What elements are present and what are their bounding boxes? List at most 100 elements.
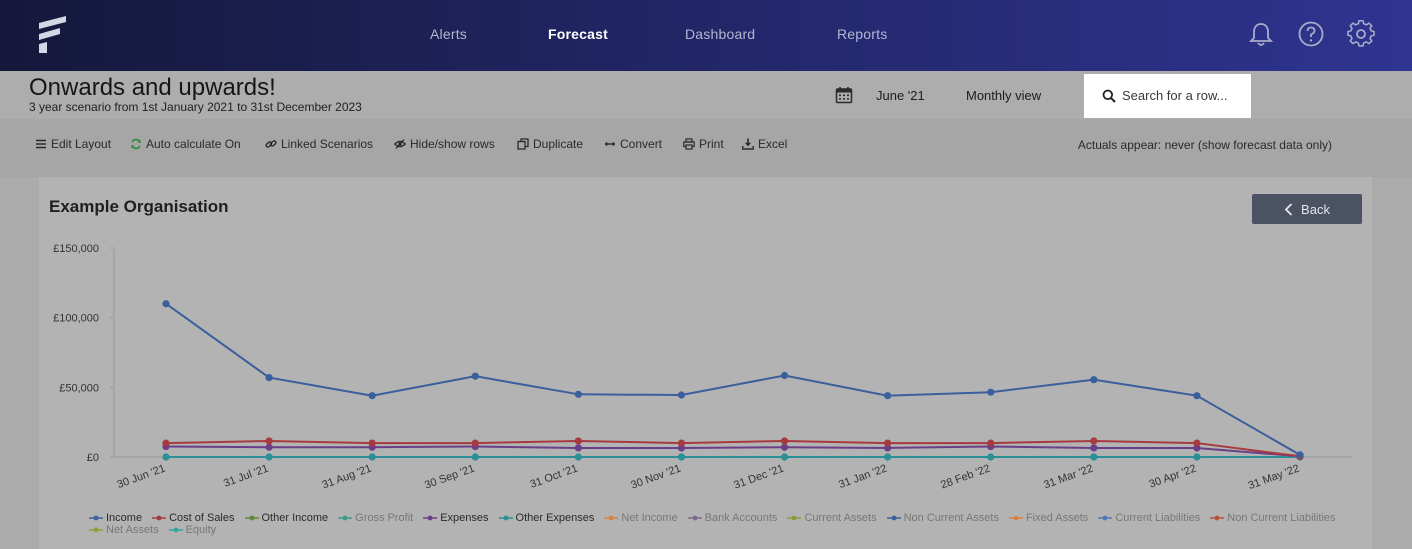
copy-icon bbox=[517, 138, 529, 150]
nav-reports[interactable]: Reports bbox=[837, 26, 888, 42]
other-expenses-point[interactable] bbox=[780, 453, 789, 461]
cost-of-sales-point[interactable] bbox=[884, 439, 892, 447]
x-tick-label: 30 Nov '21 bbox=[629, 463, 682, 492]
legend-swatch-icon bbox=[498, 515, 513, 521]
hide-show-rows-button[interactable]: Hide/show rows bbox=[394, 137, 495, 151]
other-expenses-point[interactable] bbox=[574, 453, 582, 461]
legend-item-other-income[interactable]: Other Income bbox=[244, 512, 329, 524]
x-tick-label: 31 Dec '21 bbox=[732, 463, 785, 492]
cost-of-sales-point[interactable] bbox=[368, 439, 376, 447]
cost-of-sales-point[interactable] bbox=[1193, 439, 1201, 447]
legend-label: Non Current Liabilities bbox=[1227, 512, 1336, 524]
legend-item-fixed-assets[interactable]: Fixed Assets bbox=[1008, 512, 1089, 524]
back-button[interactable]: Back bbox=[1252, 194, 1362, 224]
legend-item-expenses[interactable]: Expenses bbox=[423, 512, 489, 524]
legend-label: Expenses bbox=[440, 512, 489, 524]
legend-swatch-icon bbox=[1210, 515, 1225, 521]
legend-item-other-expenses[interactable]: Other Expenses bbox=[498, 512, 595, 524]
legend-swatch-icon bbox=[687, 515, 702, 521]
chart-panel: Example Organisation Back £0 £50,000 £100,… bbox=[39, 177, 1372, 549]
print-button[interactable]: Print bbox=[683, 137, 724, 151]
income-point[interactable] bbox=[574, 390, 582, 398]
scenario-subtitle: 3 year scenario from 1st January 2021 to… bbox=[29, 100, 362, 114]
income-point[interactable] bbox=[471, 372, 479, 380]
cost-of-sales-point[interactable] bbox=[471, 439, 479, 447]
income-point[interactable] bbox=[1296, 451, 1304, 459]
cost-of-sales-point[interactable] bbox=[265, 437, 273, 445]
actuals-setting[interactable]: Actuals appear: never (show forecast dat… bbox=[1077, 138, 1332, 152]
legend-item-gross-profit[interactable]: Gross Profit bbox=[338, 512, 413, 524]
y-tick-label: £100,000 bbox=[53, 313, 99, 325]
legend-item-income[interactable]: Income bbox=[89, 512, 142, 524]
auto-calculate-toggle[interactable]: Auto calculate On bbox=[130, 137, 241, 151]
cost-of-sales-point[interactable] bbox=[1090, 437, 1098, 445]
nav-alerts[interactable]: Alerts bbox=[430, 26, 467, 42]
income-point[interactable] bbox=[780, 371, 789, 380]
income-point[interactable] bbox=[162, 300, 170, 308]
eye-slash-icon bbox=[394, 139, 406, 149]
series-cost-of-sales bbox=[162, 437, 1304, 460]
cost-of-sales-point[interactable] bbox=[987, 439, 995, 447]
income-point[interactable] bbox=[677, 391, 686, 399]
income-point[interactable] bbox=[1090, 376, 1098, 384]
x-tick-label: 31 Jul '21 bbox=[222, 463, 270, 490]
app-logo[interactable] bbox=[36, 15, 70, 55]
expenses-point[interactable] bbox=[265, 443, 273, 451]
legend-swatch-icon bbox=[168, 527, 183, 533]
other-expenses-point[interactable] bbox=[1193, 453, 1201, 461]
expenses-point[interactable] bbox=[780, 443, 789, 451]
series-other-expenses bbox=[162, 453, 1304, 461]
legend-label: Fixed Assets bbox=[1025, 512, 1089, 524]
cost-of-sales-point[interactable] bbox=[162, 439, 170, 447]
date-selector[interactable]: June '21 bbox=[876, 88, 925, 103]
other-expenses-point[interactable] bbox=[265, 453, 273, 461]
legend-item-current-liabilities[interactable]: Current Liabilities bbox=[1098, 512, 1200, 524]
other-expenses-point[interactable] bbox=[471, 453, 479, 461]
view-selector[interactable]: Monthly view bbox=[966, 88, 1042, 103]
excel-export-button[interactable]: Excel bbox=[742, 137, 787, 151]
help-icon[interactable] bbox=[1297, 20, 1325, 48]
other-expenses-point[interactable] bbox=[162, 453, 170, 461]
legend-swatch-icon bbox=[89, 527, 103, 533]
legend-item-current-assets[interactable]: Current Assets bbox=[787, 512, 877, 524]
income-point[interactable] bbox=[987, 388, 995, 396]
linked-scenarios-button[interactable]: Linked Scenarios bbox=[265, 137, 373, 151]
back-label: Back bbox=[1301, 201, 1330, 217]
row-search-input[interactable]: Search for a row... bbox=[1084, 74, 1251, 118]
calendar-icon[interactable] bbox=[835, 86, 853, 104]
search-placeholder: Search for a row... bbox=[1122, 88, 1228, 103]
legend-item-bank-accounts[interactable]: Bank Accounts bbox=[687, 512, 777, 524]
convert-button[interactable]: Convert bbox=[604, 137, 662, 151]
other-expenses-point[interactable] bbox=[677, 453, 686, 461]
legend-item-net-assets[interactable]: Net Assets bbox=[89, 524, 159, 536]
income-point[interactable] bbox=[265, 373, 273, 382]
income-point[interactable] bbox=[1193, 392, 1201, 400]
nav-dashboard[interactable]: Dashboard bbox=[685, 26, 756, 42]
chevron-left-icon bbox=[1284, 202, 1293, 216]
legend-label: Other Income bbox=[261, 512, 329, 524]
legend-item-non-current-liabilities[interactable]: Non Current Liabilities bbox=[1210, 512, 1336, 524]
legend-item-non-current-assets[interactable]: Non Current Assets bbox=[886, 512, 999, 524]
expenses-point[interactable] bbox=[1090, 444, 1098, 452]
nav-forecast[interactable]: Forecast bbox=[548, 26, 608, 42]
cost-of-sales-point[interactable] bbox=[677, 439, 686, 447]
cost-of-sales-point[interactable] bbox=[574, 437, 582, 445]
legend-item-net-income[interactable]: Net Income bbox=[604, 512, 678, 524]
legend-label: Other Expenses bbox=[515, 512, 595, 524]
expenses-point[interactable] bbox=[574, 444, 582, 452]
linked-scenarios-label: Linked Scenarios bbox=[281, 137, 374, 151]
bell-icon[interactable] bbox=[1247, 20, 1275, 48]
income-point[interactable] bbox=[884, 392, 892, 400]
cost-of-sales-point[interactable] bbox=[780, 437, 789, 445]
legend-swatch-icon bbox=[89, 515, 103, 521]
duplicate-button[interactable]: Duplicate bbox=[517, 137, 583, 151]
gear-icon[interactable] bbox=[1347, 20, 1375, 48]
income-point[interactable] bbox=[368, 392, 376, 400]
other-expenses-point[interactable] bbox=[987, 453, 995, 461]
other-expenses-point[interactable] bbox=[1090, 453, 1098, 461]
legend-item-cost-of-sales[interactable]: Cost of Sales bbox=[152, 512, 235, 524]
legend-item-equity[interactable]: Equity bbox=[168, 524, 216, 536]
edit-layout-button[interactable]: Edit Layout bbox=[35, 137, 111, 151]
other-expenses-point[interactable] bbox=[884, 453, 892, 461]
other-expenses-point[interactable] bbox=[368, 453, 376, 461]
